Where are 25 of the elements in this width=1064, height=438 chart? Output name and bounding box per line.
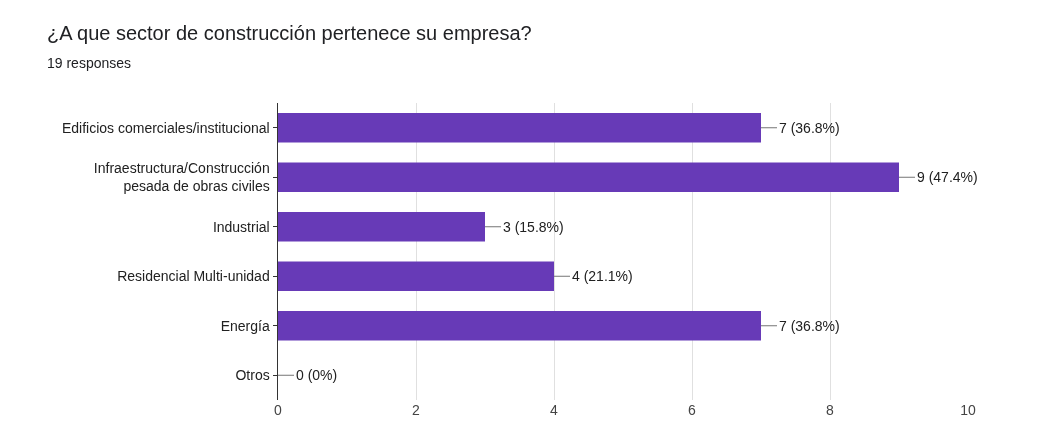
- y-tick-label: Residencial Multi-unidad: [117, 268, 270, 285]
- bar: [278, 310, 761, 341]
- x-tick-label: 2: [412, 402, 421, 418]
- y-tick-label: Energía: [220, 317, 270, 334]
- x-tick-label: 4: [550, 402, 559, 418]
- data-label: 3 (15.8%): [503, 219, 564, 235]
- bar: [278, 112, 761, 143]
- x-tick-label: 0: [274, 402, 283, 418]
- data-label: 7 (36.8%): [779, 318, 840, 334]
- data-label: 0 (0%): [296, 367, 338, 383]
- chart-title: ¿A que sector de construcción pertenece su empresa?: [47, 22, 532, 44]
- data-label: 4 (21.1%): [572, 268, 633, 284]
- bar: [278, 162, 899, 193]
- y-tick-label: Industrial: [212, 218, 270, 235]
- bar: [278, 211, 485, 242]
- data-label: 9 (47.4%): [917, 169, 978, 185]
- y-tick-label: Infraestructura/Construcción pesada de obras civiles: [93, 160, 270, 195]
- text: 19 responses: [47, 55, 132, 71]
- y-tick-label: Otros: [235, 367, 270, 384]
- y-tick-label: Edificios comerciales/institucional: [61, 119, 270, 136]
- x-tick-label: 10: [960, 402, 976, 418]
- data-label: 7 (36.8%): [779, 120, 840, 136]
- bar: [278, 261, 554, 292]
- x-tick-label: 6: [688, 402, 697, 418]
- x-tick-label: 8: [826, 402, 835, 418]
